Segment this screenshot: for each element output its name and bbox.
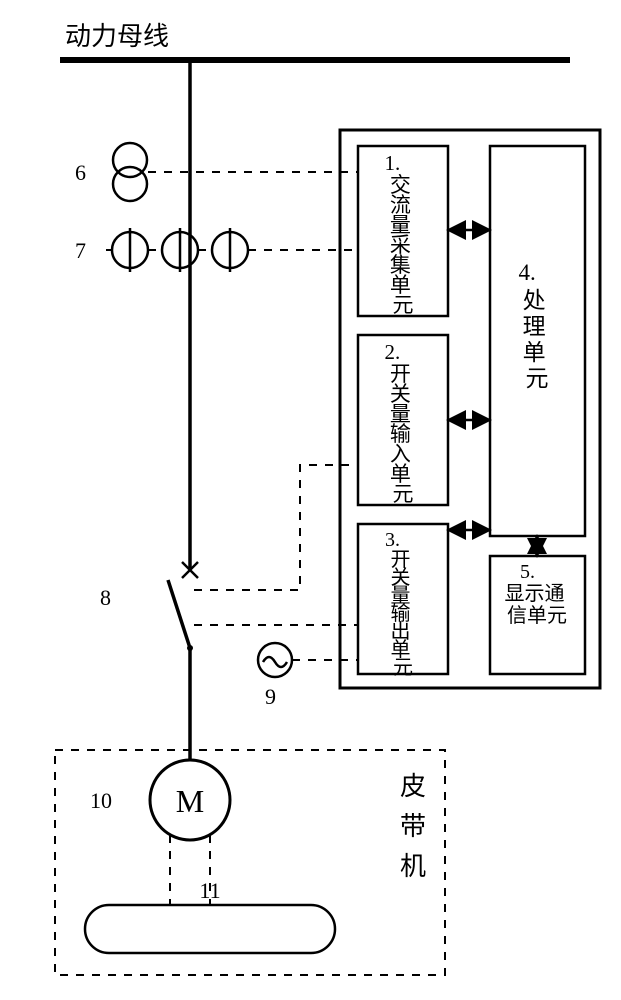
relay-coil-icon (258, 643, 292, 677)
block-1-text: 1. 交 流 量 采 集 单 元 (385, 151, 417, 317)
signal-wires (106, 172, 358, 660)
label-9: 9 (265, 684, 276, 709)
belt-machine-label: 皮 带 机 (400, 772, 433, 881)
title-text: 动力母线 (65, 22, 169, 51)
ct-icon (112, 228, 248, 272)
motor-label: M (176, 783, 204, 819)
vt-icon (113, 143, 147, 201)
label-7: 7 (75, 238, 86, 263)
block-2-text: 2. 开 关 量 输 入 单 元 (385, 340, 417, 506)
label-8: 8 (100, 585, 111, 610)
switch-blade (168, 580, 190, 648)
label-10: 10 (90, 788, 112, 813)
conveyor-icon (85, 905, 335, 953)
label-11: 11 (199, 878, 220, 903)
label-6: 6 (75, 160, 86, 185)
block-3-text: 3. 开 关 量 输 出 单 元 (385, 529, 416, 679)
diagram-root: 动力母线 M 10 11 皮 带 机 6 (0, 0, 621, 1000)
